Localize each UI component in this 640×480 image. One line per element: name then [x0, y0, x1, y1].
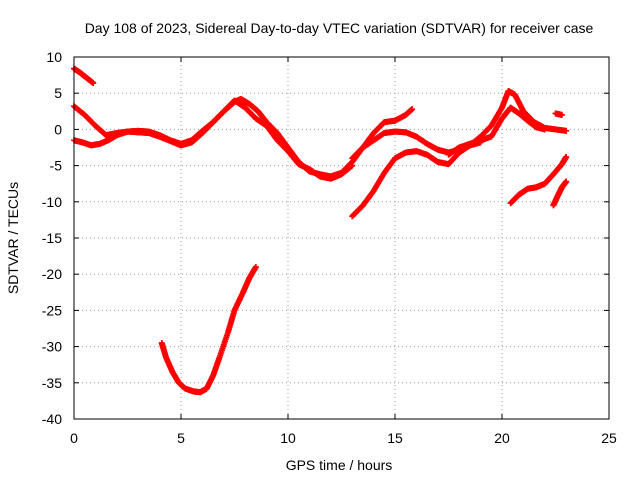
y-tick-label: -30 [42, 339, 62, 355]
y-axis-title: SDTVAR / TECUs [5, 182, 21, 294]
grid-layer [74, 57, 609, 419]
series-arc-3 [71, 97, 356, 182]
x-tick-label: 10 [280, 430, 296, 446]
data-point [409, 106, 416, 113]
y-tick-label: -20 [42, 266, 62, 282]
ticks-layer: 0 5 10 15 20 25 -40 -35 -30 -25 -20 -15 -10 -5 0 5 10 [42, 49, 617, 446]
chart-title: Day 108 of 2023, Sidereal Day-to-day VTE… [85, 20, 594, 36]
series-arc-5 [349, 88, 570, 220]
y-tick-label: -15 [42, 230, 62, 246]
y-tick-label: 5 [54, 85, 62, 101]
y-tick-label: -40 [42, 411, 62, 427]
data-point [349, 162, 356, 169]
data-point [563, 153, 570, 160]
x-tick-label: 5 [177, 430, 185, 446]
y-tick-label: 10 [46, 49, 62, 65]
y-tick-label: 0 [54, 121, 62, 137]
x-tick-label: 15 [387, 430, 403, 446]
data-point [563, 127, 570, 134]
series-arc-8 [550, 178, 570, 209]
data-points-layer [71, 65, 570, 396]
data-point [563, 178, 570, 185]
x-tick-label: 0 [70, 430, 78, 446]
plot-frame [73, 56, 610, 420]
series-arc-9 [552, 110, 565, 118]
data-point [558, 111, 565, 118]
y-tick-label: -10 [42, 194, 62, 210]
data-point [541, 126, 548, 133]
series-arc-7 [507, 153, 570, 207]
x-tick-label: 20 [494, 430, 510, 446]
series-arc-10 [158, 263, 259, 396]
series-arc-6 [445, 104, 548, 158]
y-tick-label: -5 [50, 158, 63, 174]
x-tick-label: 25 [601, 430, 617, 446]
data-point [252, 263, 259, 270]
x-axis-title: GPS time / hours [286, 457, 393, 473]
series-arc-1 [71, 65, 97, 87]
y-tick-label: -35 [42, 375, 62, 391]
y-tick-label: -25 [42, 302, 62, 318]
data-point [90, 80, 97, 87]
